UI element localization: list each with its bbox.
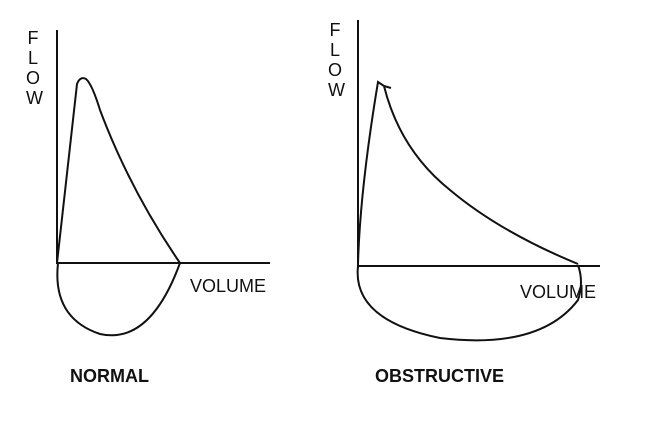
expiratory-curve bbox=[56, 77, 181, 264]
inspiratory-curve bbox=[356, 264, 582, 342]
x-axis-label: VOLUME bbox=[520, 282, 597, 302]
expiratory-curve bbox=[357, 80, 579, 265]
y-axis-label: FLOW bbox=[328, 20, 345, 100]
caption: NORMAL bbox=[70, 366, 149, 386]
normal-panel bbox=[56, 30, 270, 337]
y-axis-label: FLOW bbox=[26, 28, 43, 108]
obstructive-panel bbox=[356, 20, 600, 342]
caption: OBSTRUCTIVE bbox=[375, 366, 505, 386]
inspiratory-curve bbox=[56, 262, 181, 337]
x-axis-label: VOLUME bbox=[190, 276, 267, 296]
